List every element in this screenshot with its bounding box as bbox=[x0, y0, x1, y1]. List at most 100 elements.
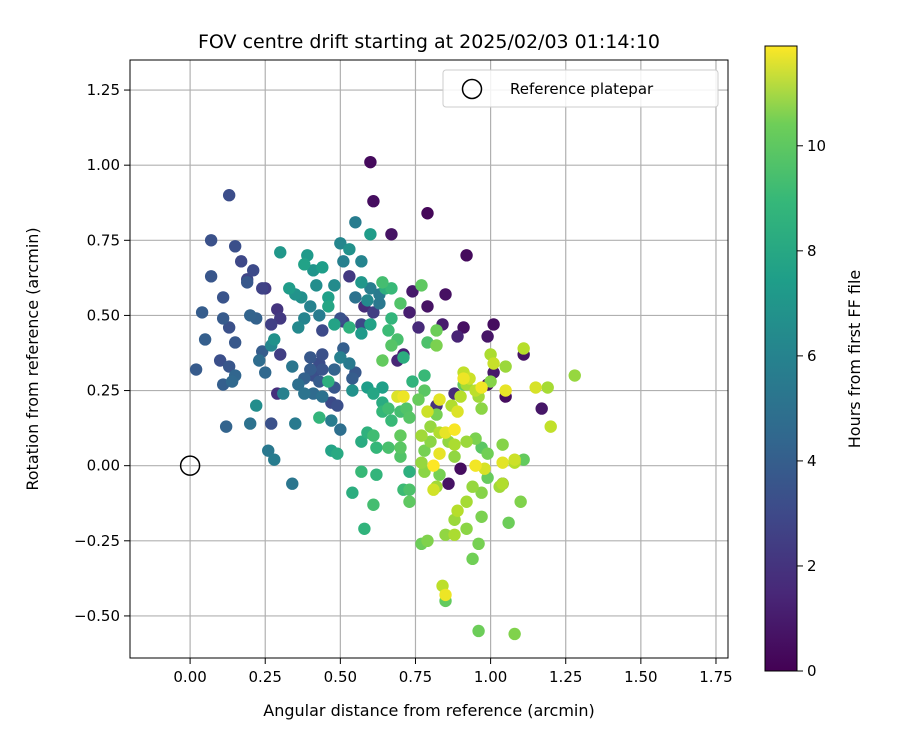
data-point bbox=[442, 477, 455, 490]
data-point bbox=[316, 363, 329, 376]
data-point bbox=[274, 246, 287, 259]
data-point bbox=[415, 279, 428, 292]
x-tick-label: 1.75 bbox=[699, 668, 732, 686]
data-point bbox=[373, 297, 386, 310]
data-point bbox=[367, 498, 380, 511]
data-point bbox=[382, 402, 395, 415]
x-tick-label: 1.25 bbox=[549, 668, 582, 686]
data-point bbox=[274, 312, 287, 325]
data-point bbox=[475, 402, 488, 415]
data-point bbox=[397, 351, 410, 364]
data-point bbox=[349, 216, 362, 229]
data-point bbox=[349, 291, 362, 304]
data-point bbox=[376, 354, 389, 367]
plot-frame bbox=[129, 59, 729, 659]
data-point bbox=[337, 255, 350, 268]
data-point bbox=[439, 588, 452, 602]
data-point bbox=[451, 504, 464, 517]
data-point bbox=[268, 333, 281, 346]
data-point bbox=[222, 321, 236, 334]
data-point bbox=[358, 522, 371, 535]
data-point bbox=[481, 330, 494, 343]
data-point bbox=[403, 483, 416, 496]
data-point bbox=[325, 414, 338, 427]
colorbar-ticks: 0 2 4 6 8 10 bbox=[797, 137, 826, 680]
data-point bbox=[439, 528, 452, 541]
data-point bbox=[460, 522, 473, 535]
data-point bbox=[343, 321, 356, 334]
data-point bbox=[376, 381, 389, 394]
x-axis-ticks: 0.00 0.25 0.50 0.75 1.00 1.25 1.50 1.75 bbox=[173, 658, 733, 686]
data-point bbox=[460, 495, 473, 508]
data-point bbox=[316, 324, 329, 337]
x-tick-label: 0.75 bbox=[399, 668, 432, 686]
data-point bbox=[361, 294, 374, 307]
y-tick-label: 0.50 bbox=[87, 306, 120, 324]
data-point bbox=[247, 264, 260, 277]
reference-platepar-marker bbox=[179, 455, 201, 476]
data-point bbox=[403, 306, 416, 319]
data-point bbox=[457, 321, 470, 334]
data-point bbox=[394, 450, 407, 463]
data-point bbox=[250, 399, 263, 412]
data-point bbox=[394, 441, 407, 454]
data-point bbox=[421, 300, 434, 313]
colorbar: 0 2 4 6 8 10 Hours from first FF file bbox=[764, 45, 864, 680]
data-point bbox=[198, 333, 212, 346]
data-point bbox=[451, 330, 464, 343]
data-point bbox=[355, 465, 368, 478]
data-point bbox=[189, 363, 203, 376]
data-point bbox=[222, 360, 236, 373]
colorbar-tick-label: 4 bbox=[807, 452, 817, 470]
data-point bbox=[346, 372, 359, 385]
data-point bbox=[397, 390, 410, 403]
data-point bbox=[204, 270, 218, 283]
data-point bbox=[544, 420, 557, 433]
data-point bbox=[219, 420, 233, 433]
y-tick-label: 1.25 bbox=[87, 81, 120, 99]
data-point bbox=[298, 387, 311, 400]
data-point bbox=[334, 351, 347, 364]
data-point bbox=[472, 537, 485, 551]
data-point bbox=[228, 240, 242, 253]
data-point bbox=[322, 375, 335, 388]
data-point bbox=[475, 381, 488, 394]
data-point bbox=[334, 423, 347, 436]
data-point bbox=[274, 348, 287, 361]
data-point bbox=[298, 258, 311, 271]
data-point bbox=[502, 516, 515, 529]
data-point bbox=[457, 372, 470, 385]
x-tick-label: 1.00 bbox=[474, 668, 507, 686]
data-point bbox=[234, 255, 248, 268]
data-point bbox=[213, 354, 227, 367]
data-point bbox=[283, 282, 296, 295]
data-point bbox=[316, 261, 329, 274]
data-point bbox=[216, 291, 230, 304]
data-point bbox=[448, 528, 461, 541]
data-point bbox=[253, 354, 266, 367]
x-tick-label: 0.25 bbox=[249, 668, 282, 686]
chart-title: FOV centre drift starting at 2025/02/03 … bbox=[198, 31, 660, 53]
data-point bbox=[355, 435, 368, 448]
data-point bbox=[328, 279, 341, 292]
data-point bbox=[343, 357, 356, 370]
data-point bbox=[367, 387, 380, 400]
data-point bbox=[313, 375, 326, 388]
data-point bbox=[228, 336, 242, 349]
data-point bbox=[406, 375, 419, 388]
data-point bbox=[343, 270, 356, 283]
data-point bbox=[448, 423, 461, 436]
data-point bbox=[475, 510, 488, 523]
data-point bbox=[265, 318, 278, 331]
data-point bbox=[385, 414, 398, 427]
data-point bbox=[355, 318, 368, 331]
data-point bbox=[313, 411, 326, 424]
data-point bbox=[430, 339, 443, 352]
data-point bbox=[385, 312, 398, 325]
data-point bbox=[421, 207, 434, 220]
data-point bbox=[412, 321, 425, 334]
data-point bbox=[259, 366, 272, 379]
data-point bbox=[385, 228, 398, 241]
data-point bbox=[310, 279, 323, 292]
data-point bbox=[268, 453, 281, 466]
